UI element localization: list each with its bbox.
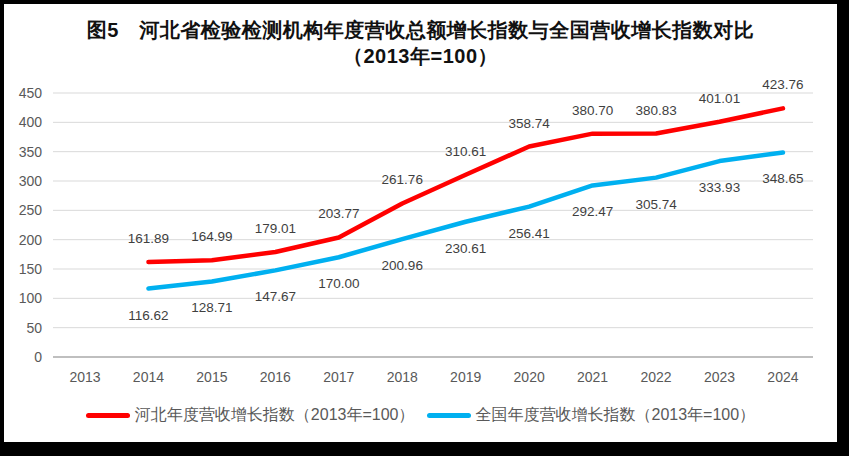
figure-frame: 图5 河北省检验检测机构年度营收总额增长指数与全国营收增长指数对比 （2013年…: [0, 0, 849, 456]
chart-title-line2: （2013年=100）: [4, 43, 837, 69]
y-tick-label: 200: [19, 232, 43, 248]
legend-item-hebei: 河北年度营收增长指数（2013年=100）: [86, 405, 415, 426]
data-label: 348.65: [762, 171, 803, 186]
data-label: 128.71: [191, 300, 232, 315]
x-tick-label: 2023: [704, 369, 735, 385]
data-label: 380.83: [635, 103, 676, 118]
data-label: 261.76: [382, 172, 423, 187]
data-label: 358.74: [509, 116, 551, 131]
legend-label-national: 全国年度营收增长指数（2013年=100）: [476, 405, 756, 426]
x-tick-label: 2018: [387, 369, 418, 385]
legend-label-hebei: 河北年度营收增长指数（2013年=100）: [135, 405, 415, 426]
data-label: 423.76: [762, 77, 803, 92]
y-tick-label: 400: [19, 114, 43, 130]
data-label: 380.70: [572, 103, 613, 118]
data-label: 292.47: [572, 204, 613, 219]
y-tick-label: 100: [19, 290, 43, 306]
national-line-swatch: [427, 413, 471, 418]
x-tick-label: 2021: [577, 369, 608, 385]
x-tick-label: 2017: [323, 369, 354, 385]
chart-legend: 河北年度营收增长指数（2013年=100） 全国年度营收增长指数（2013年=1…: [4, 405, 837, 426]
x-tick-label: 2020: [514, 369, 545, 385]
y-tick-label: 350: [19, 144, 43, 160]
data-label: 200.96: [382, 258, 423, 273]
data-label: 256.41: [509, 226, 550, 241]
x-tick-label: 2013: [69, 369, 100, 385]
data-label: 147.67: [255, 289, 296, 304]
x-tick-label: 2024: [767, 369, 798, 385]
data-label: 401.01: [699, 91, 740, 106]
data-label: 230.61: [445, 241, 486, 256]
x-tick-label: 2015: [196, 369, 227, 385]
data-label: 170.00: [318, 276, 359, 291]
data-label: 179.01: [255, 221, 296, 236]
hebei-line-swatch: [86, 413, 130, 418]
line-chart: 0 50 100 150 200 250 300 350 400 450 2013 2014 2015 2…: [4, 4, 837, 442]
series-line: [148, 108, 783, 262]
legend-item-national: 全国年度营收增长指数（2013年=100）: [427, 405, 756, 426]
x-tick-label: 2022: [640, 369, 671, 385]
y-tick-label: 50: [26, 320, 42, 336]
data-label: 116.62: [128, 308, 168, 323]
x-tick-label: 2016: [260, 369, 291, 385]
y-tick-label: 450: [19, 85, 43, 101]
chart-title: 图5 河北省检验检测机构年度营收总额增长指数与全国营收增长指数对比 （2013年…: [4, 17, 837, 69]
y-tick-label: 0: [34, 349, 42, 365]
data-label: 333.93: [699, 180, 740, 195]
data-label: 310.61: [445, 144, 486, 159]
data-label: 203.77: [318, 206, 359, 221]
x-tick-label: 2019: [450, 369, 481, 385]
chart-canvas: 图5 河北省检验检测机构年度营收总额增长指数与全国营收增长指数对比 （2013年…: [4, 4, 837, 442]
chart-title-line1: 图5 河北省检验检测机构年度营收总额增长指数与全国营收增长指数对比: [4, 17, 837, 43]
y-tick-label: 300: [19, 173, 43, 189]
data-label: 305.74: [635, 197, 677, 212]
data-label: 161.89: [128, 231, 169, 246]
data-label: 164.99: [191, 229, 232, 244]
x-tick-label: 2014: [133, 369, 164, 385]
y-tick-label: 150: [19, 261, 43, 277]
y-tick-label: 250: [19, 202, 43, 218]
